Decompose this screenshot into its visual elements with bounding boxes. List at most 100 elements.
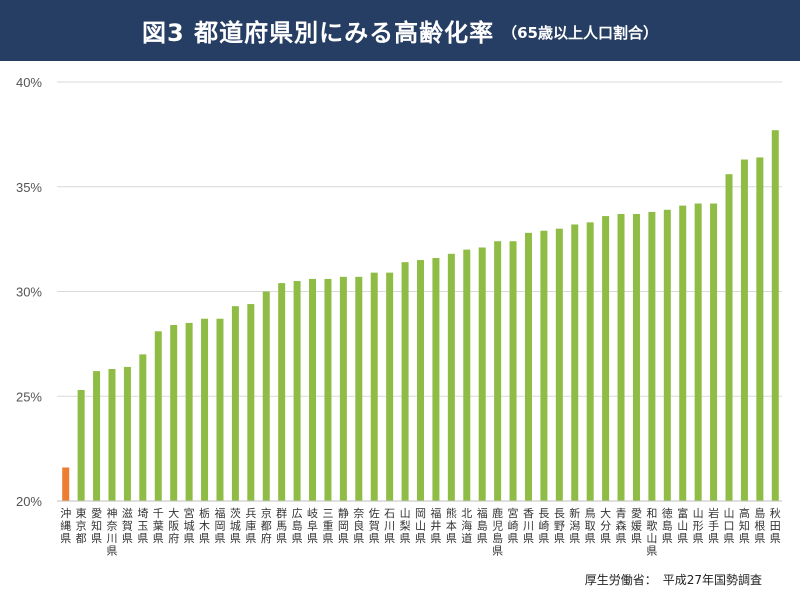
- x-tick-label: 徳島県: [662, 507, 673, 545]
- x-tick-label: 島根県: [754, 506, 765, 545]
- x-tick-label: 石川県: [384, 507, 395, 545]
- bar: [93, 371, 101, 501]
- x-tick-label: 大阪府: [168, 506, 179, 545]
- bar: [386, 272, 394, 501]
- x-tick-label: 神奈川県: [106, 506, 117, 558]
- bar: [293, 281, 301, 501]
- bar: [432, 257, 440, 501]
- bar: [679, 205, 687, 502]
- x-tick-label: 佐賀県: [369, 506, 380, 545]
- bar: [586, 222, 594, 502]
- x-tick-label: 山形県: [693, 507, 704, 545]
- bar: [463, 249, 471, 501]
- bar: [309, 278, 317, 501]
- x-tick-label: 宮崎県: [508, 506, 519, 545]
- y-tick-label: 35%: [16, 180, 42, 195]
- bar: [710, 203, 718, 501]
- x-tick-label: 鹿児島県: [492, 506, 503, 558]
- bar: [62, 467, 70, 501]
- x-tick-label: 群馬県: [276, 506, 287, 545]
- x-tick-label: 東京都: [76, 507, 87, 545]
- bar: [417, 260, 424, 501]
- bar: [339, 276, 347, 501]
- x-tick-label: 福島県: [477, 506, 488, 545]
- bar: [77, 389, 85, 501]
- x-tick-label: 奈良県: [353, 506, 364, 545]
- bar: [617, 213, 625, 502]
- bar: [447, 253, 455, 501]
- bar: [231, 306, 239, 501]
- bar: [278, 283, 286, 501]
- x-tick-label: 福井県: [430, 506, 441, 545]
- x-tick-label: 茨城県: [230, 506, 241, 545]
- x-tick-label: 岐阜県: [307, 507, 318, 545]
- x-tick-label: 新潟県: [569, 506, 580, 545]
- x-tick-label: 北海道: [461, 507, 472, 545]
- bar: [740, 159, 748, 501]
- bar: [201, 318, 209, 501]
- x-tick-label: 埼玉県: [137, 506, 148, 545]
- x-tick-label: 宮城県: [184, 506, 195, 545]
- bar: [524, 232, 532, 501]
- bar-chart: 20% 25% 30% 35% 40% 沖縄県東京都愛知県神奈川県滋賀県埼玉県千葉県大阪府…: [16, 75, 782, 558]
- x-tick-label: 愛知県: [91, 507, 102, 545]
- bar: [725, 174, 733, 501]
- chart-subtitle: （65歳以上人口割合）: [502, 24, 658, 42]
- x-tick-label: 岩手県: [708, 506, 719, 545]
- x-tick-label: 長崎県: [538, 507, 549, 545]
- bar: [771, 130, 779, 501]
- bar: [602, 216, 610, 501]
- bar: [494, 241, 502, 501]
- bar: [370, 272, 378, 501]
- x-tick-label: 広島県: [292, 507, 303, 545]
- bar: [401, 262, 409, 501]
- bar: [139, 354, 147, 501]
- bar: [185, 322, 193, 501]
- bar: [648, 211, 656, 501]
- x-tick-label: 千葉県: [153, 507, 164, 545]
- x-tick-label: 青森県: [616, 507, 627, 545]
- x-tick-label: 沖縄県: [60, 507, 71, 545]
- x-tick-label: 香川県: [523, 507, 534, 545]
- title-banner: 図3 都道府県別にみる高齢化率 （65歳以上人口割合）: [0, 0, 800, 61]
- bar: [632, 213, 640, 502]
- x-tick-label: 静岡県: [338, 506, 349, 545]
- bar: [355, 276, 363, 501]
- x-tick-label: 山梨県: [400, 507, 411, 545]
- bar: [216, 318, 224, 501]
- x-tick-label: 栃木県: [199, 506, 210, 545]
- bar: [478, 247, 486, 501]
- y-tick-label: 20%: [16, 494, 42, 509]
- x-tick-label: 和歌山県: [646, 507, 657, 558]
- bar: [108, 369, 116, 501]
- bar: [756, 157, 764, 502]
- x-tick-label: 滋賀県: [122, 507, 133, 545]
- y-tick-label: 25%: [16, 389, 42, 404]
- bar: [324, 278, 332, 501]
- bar: [262, 291, 270, 501]
- x-tick-label: 鳥取県: [585, 506, 596, 545]
- x-tick-label: 山口県: [724, 507, 735, 545]
- x-tick-label: 高知県: [739, 506, 750, 545]
- x-tick-label: 三重県: [322, 507, 333, 545]
- x-tick-label: 兵庫県: [245, 507, 256, 545]
- bar: [154, 331, 162, 501]
- source-note: 厚生労働省： 平成27年国勢調査: [584, 573, 762, 587]
- bar: [663, 209, 671, 502]
- x-tick-label: 京都府: [261, 506, 272, 545]
- bar: [509, 241, 517, 501]
- bar: [571, 224, 579, 501]
- x-tick-label: 長野県: [554, 507, 565, 545]
- x-tick-label: 大分県: [600, 506, 611, 545]
- bar: [170, 325, 178, 501]
- chart-title: 図3 都道府県別にみる高齢化率: [142, 19, 495, 47]
- x-tick-label: 福岡県: [214, 506, 225, 545]
- x-tick-label: 愛媛県: [631, 507, 642, 545]
- bar: [540, 230, 548, 501]
- x-tick-label: 秋田県: [770, 506, 781, 545]
- x-tick-label: 熊本県: [446, 506, 457, 545]
- x-tick-label: 富山県: [677, 506, 688, 545]
- bar: [247, 304, 255, 501]
- bar: [123, 366, 131, 501]
- x-tick-label: 岡山県: [415, 507, 426, 545]
